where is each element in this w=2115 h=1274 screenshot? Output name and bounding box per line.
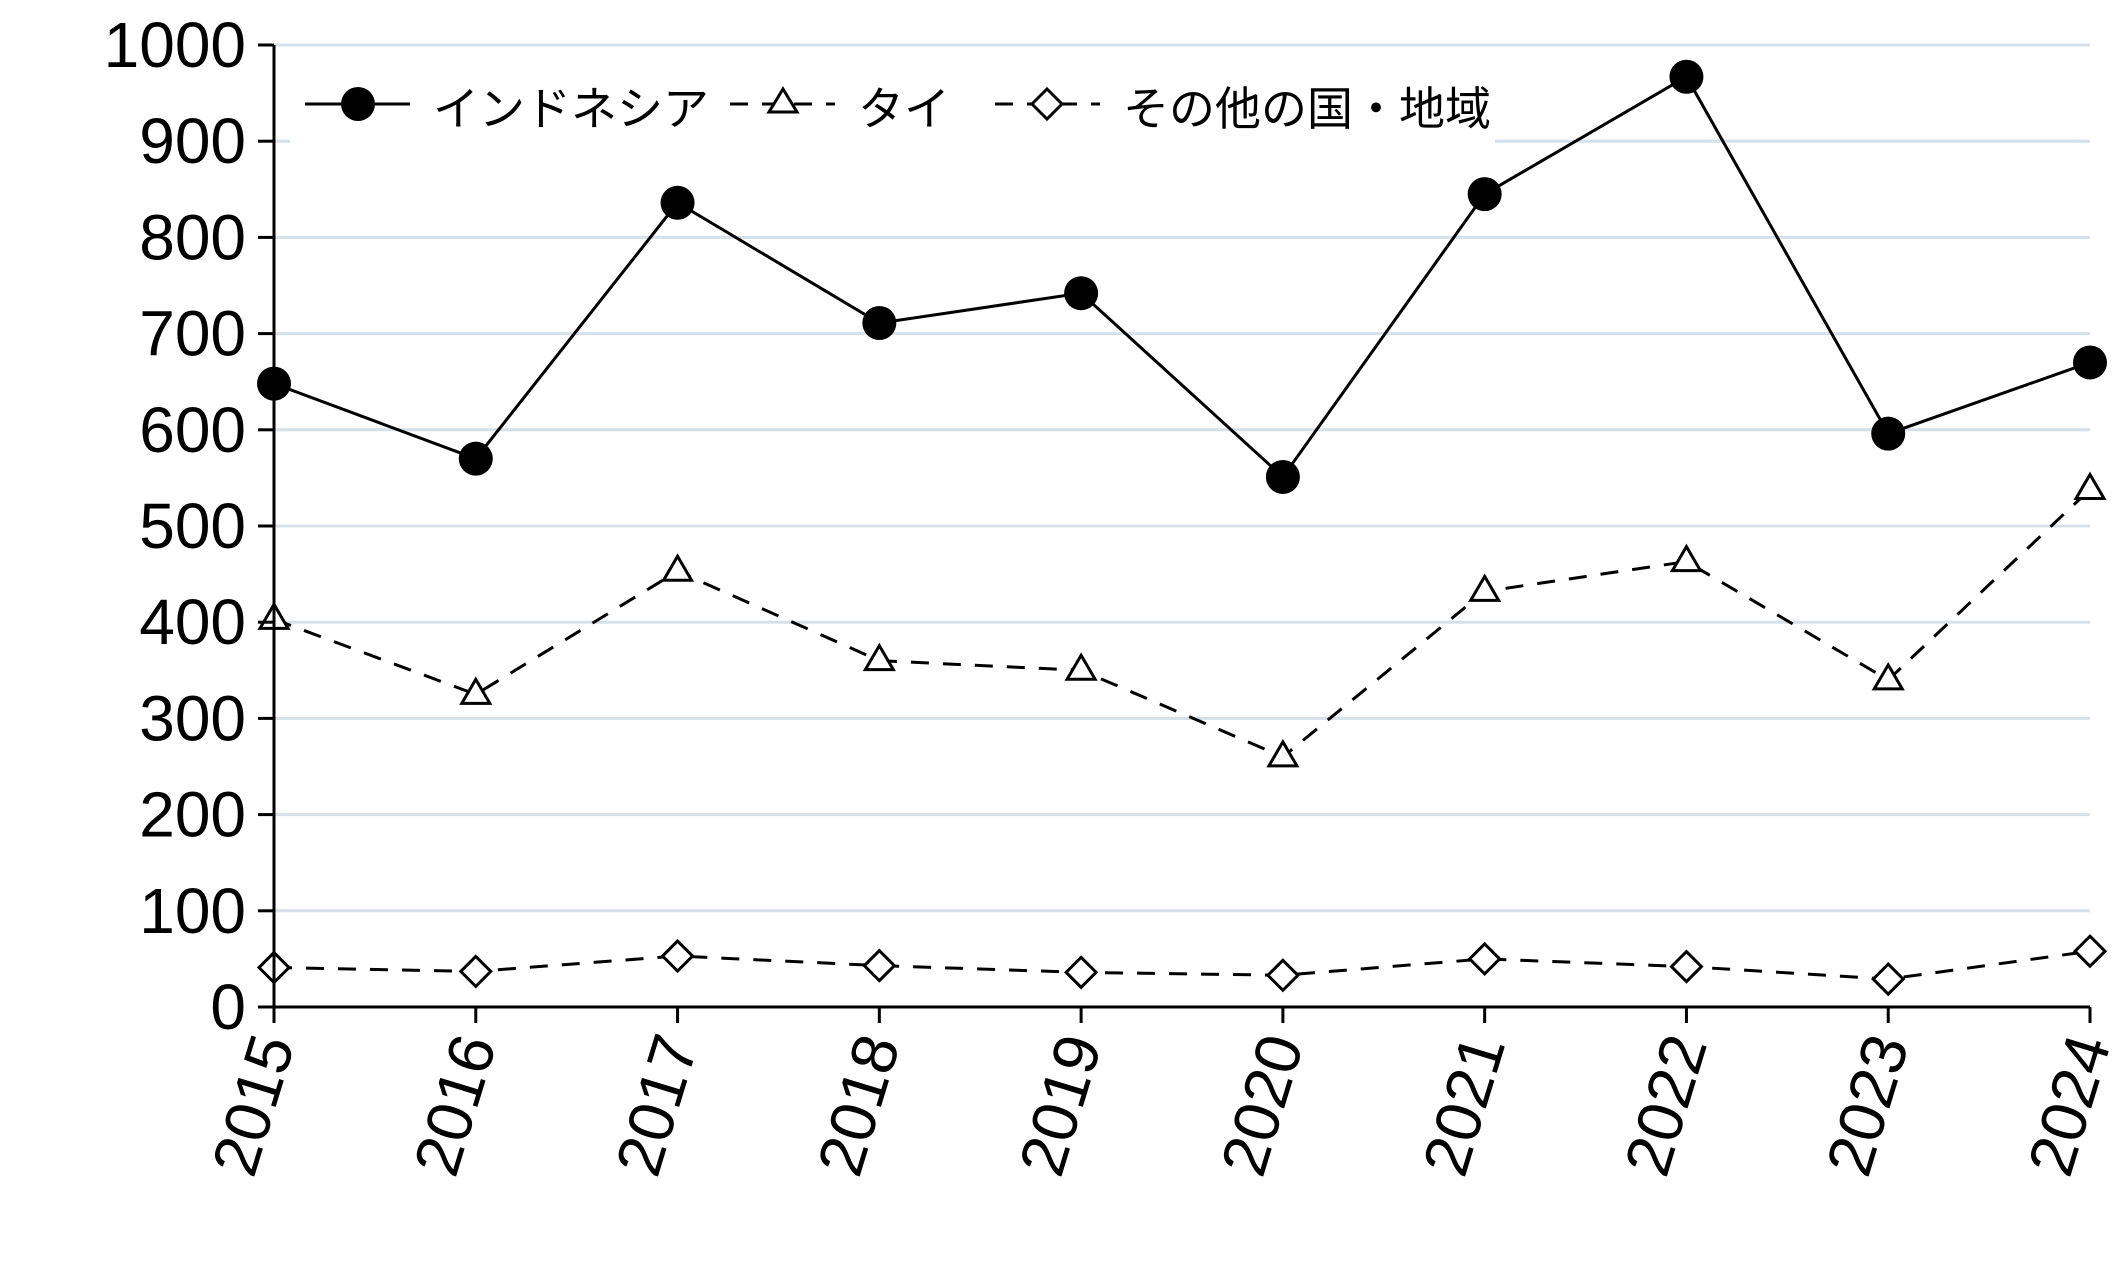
- y-tick-label: 100: [139, 875, 246, 947]
- x-tick-label: 2019: [1005, 1026, 1115, 1183]
- data-point-circle: [1064, 276, 1099, 311]
- data-point-triangle: [1064, 652, 1098, 681]
- x-tick-label: 2016: [400, 1026, 510, 1183]
- y-tick-label: 800: [139, 201, 246, 273]
- gridlines: [274, 43, 2090, 913]
- data-point-circle: [1265, 459, 1300, 494]
- data-point-triangle: [1871, 661, 1905, 691]
- data-point-circle: [2073, 345, 2107, 380]
- data-point-diamond: [458, 954, 493, 989]
- data-point-diamond: [1063, 955, 1099, 990]
- series-line: [273, 949, 2091, 981]
- legend-background: [290, 70, 1495, 155]
- data-point-circle: [660, 185, 695, 220]
- y-tick-label: 200: [139, 779, 246, 851]
- series-other: [256, 934, 2108, 997]
- y-tick-label: 0: [210, 971, 246, 1043]
- x-tick-label: 2015: [198, 1026, 308, 1183]
- legend-item-indonesia: インドネシア: [305, 82, 709, 136]
- x-tick-label: 2024: [2014, 1026, 2115, 1183]
- x-tick-label: 2018: [803, 1026, 913, 1183]
- legend-item-other: その他の国・地域: [995, 82, 1491, 136]
- data-point-circle: [458, 441, 493, 476]
- data-point-diamond: [1467, 941, 1502, 977]
- legend-marker-hollow-diamond: [1029, 86, 1065, 122]
- y-tick-label: 400: [139, 586, 246, 658]
- data-point-circle: [862, 306, 897, 341]
- data-point-triangle: [1468, 573, 1502, 602]
- x-tick-label: 2023: [1812, 1026, 1922, 1183]
- x-tick-label: 2021: [1409, 1026, 1519, 1183]
- data-point-triangle: [660, 553, 695, 582]
- series-line: [273, 488, 2092, 759]
- data-point-circle: [1669, 59, 1704, 94]
- data-point-diamond: [2072, 934, 2108, 969]
- y-tick-label: 1000: [104, 9, 246, 81]
- legend-label-thailand: タイ: [858, 82, 950, 136]
- legend-label-indonesia: インドネシア: [433, 82, 709, 136]
- data-point-triangle: [2073, 471, 2107, 500]
- data-point-triangle: [459, 676, 493, 705]
- y-tick-label: 900: [139, 105, 246, 177]
- data-point-diamond: [660, 938, 695, 974]
- legend-marker-filled-circle: [341, 87, 375, 121]
- data-point-circle: [1871, 416, 1906, 451]
- data-point-triangle: [862, 642, 896, 672]
- data-point-diamond: [1265, 958, 1301, 993]
- axes: 0 100 200 300 400 500 600 700 800 900 1000 2015 2016…: [104, 9, 2115, 1184]
- data-point-triangle: [1266, 738, 1300, 768]
- series-thailand: [257, 471, 2107, 768]
- data-point-circle: [1467, 177, 1502, 212]
- legend-marker-hollow-triangle: [766, 86, 800, 114]
- y-tick-label: 600: [139, 394, 246, 466]
- x-tick-label: 2017: [602, 1026, 712, 1183]
- y-tick-label: 500: [139, 490, 246, 562]
- legend: インドネシア タイ その他の国・地域: [290, 70, 1495, 155]
- y-tick-label: 300: [139, 682, 246, 754]
- x-tick-label: 2022: [1610, 1026, 1720, 1183]
- legend-item-thailand: タイ: [730, 82, 950, 136]
- series-line: [273, 74, 2091, 480]
- x-tick-label: 2020: [1207, 1026, 1317, 1183]
- data-point-triangle: [1669, 543, 1704, 573]
- data-point-diamond: [1669, 949, 1704, 984]
- data-point-diamond: [862, 948, 897, 983]
- legend-label-other: その他の国・地域: [1123, 82, 1491, 136]
- y-tick-label: 700: [139, 298, 246, 370]
- data-point-diamond: [1871, 961, 1906, 997]
